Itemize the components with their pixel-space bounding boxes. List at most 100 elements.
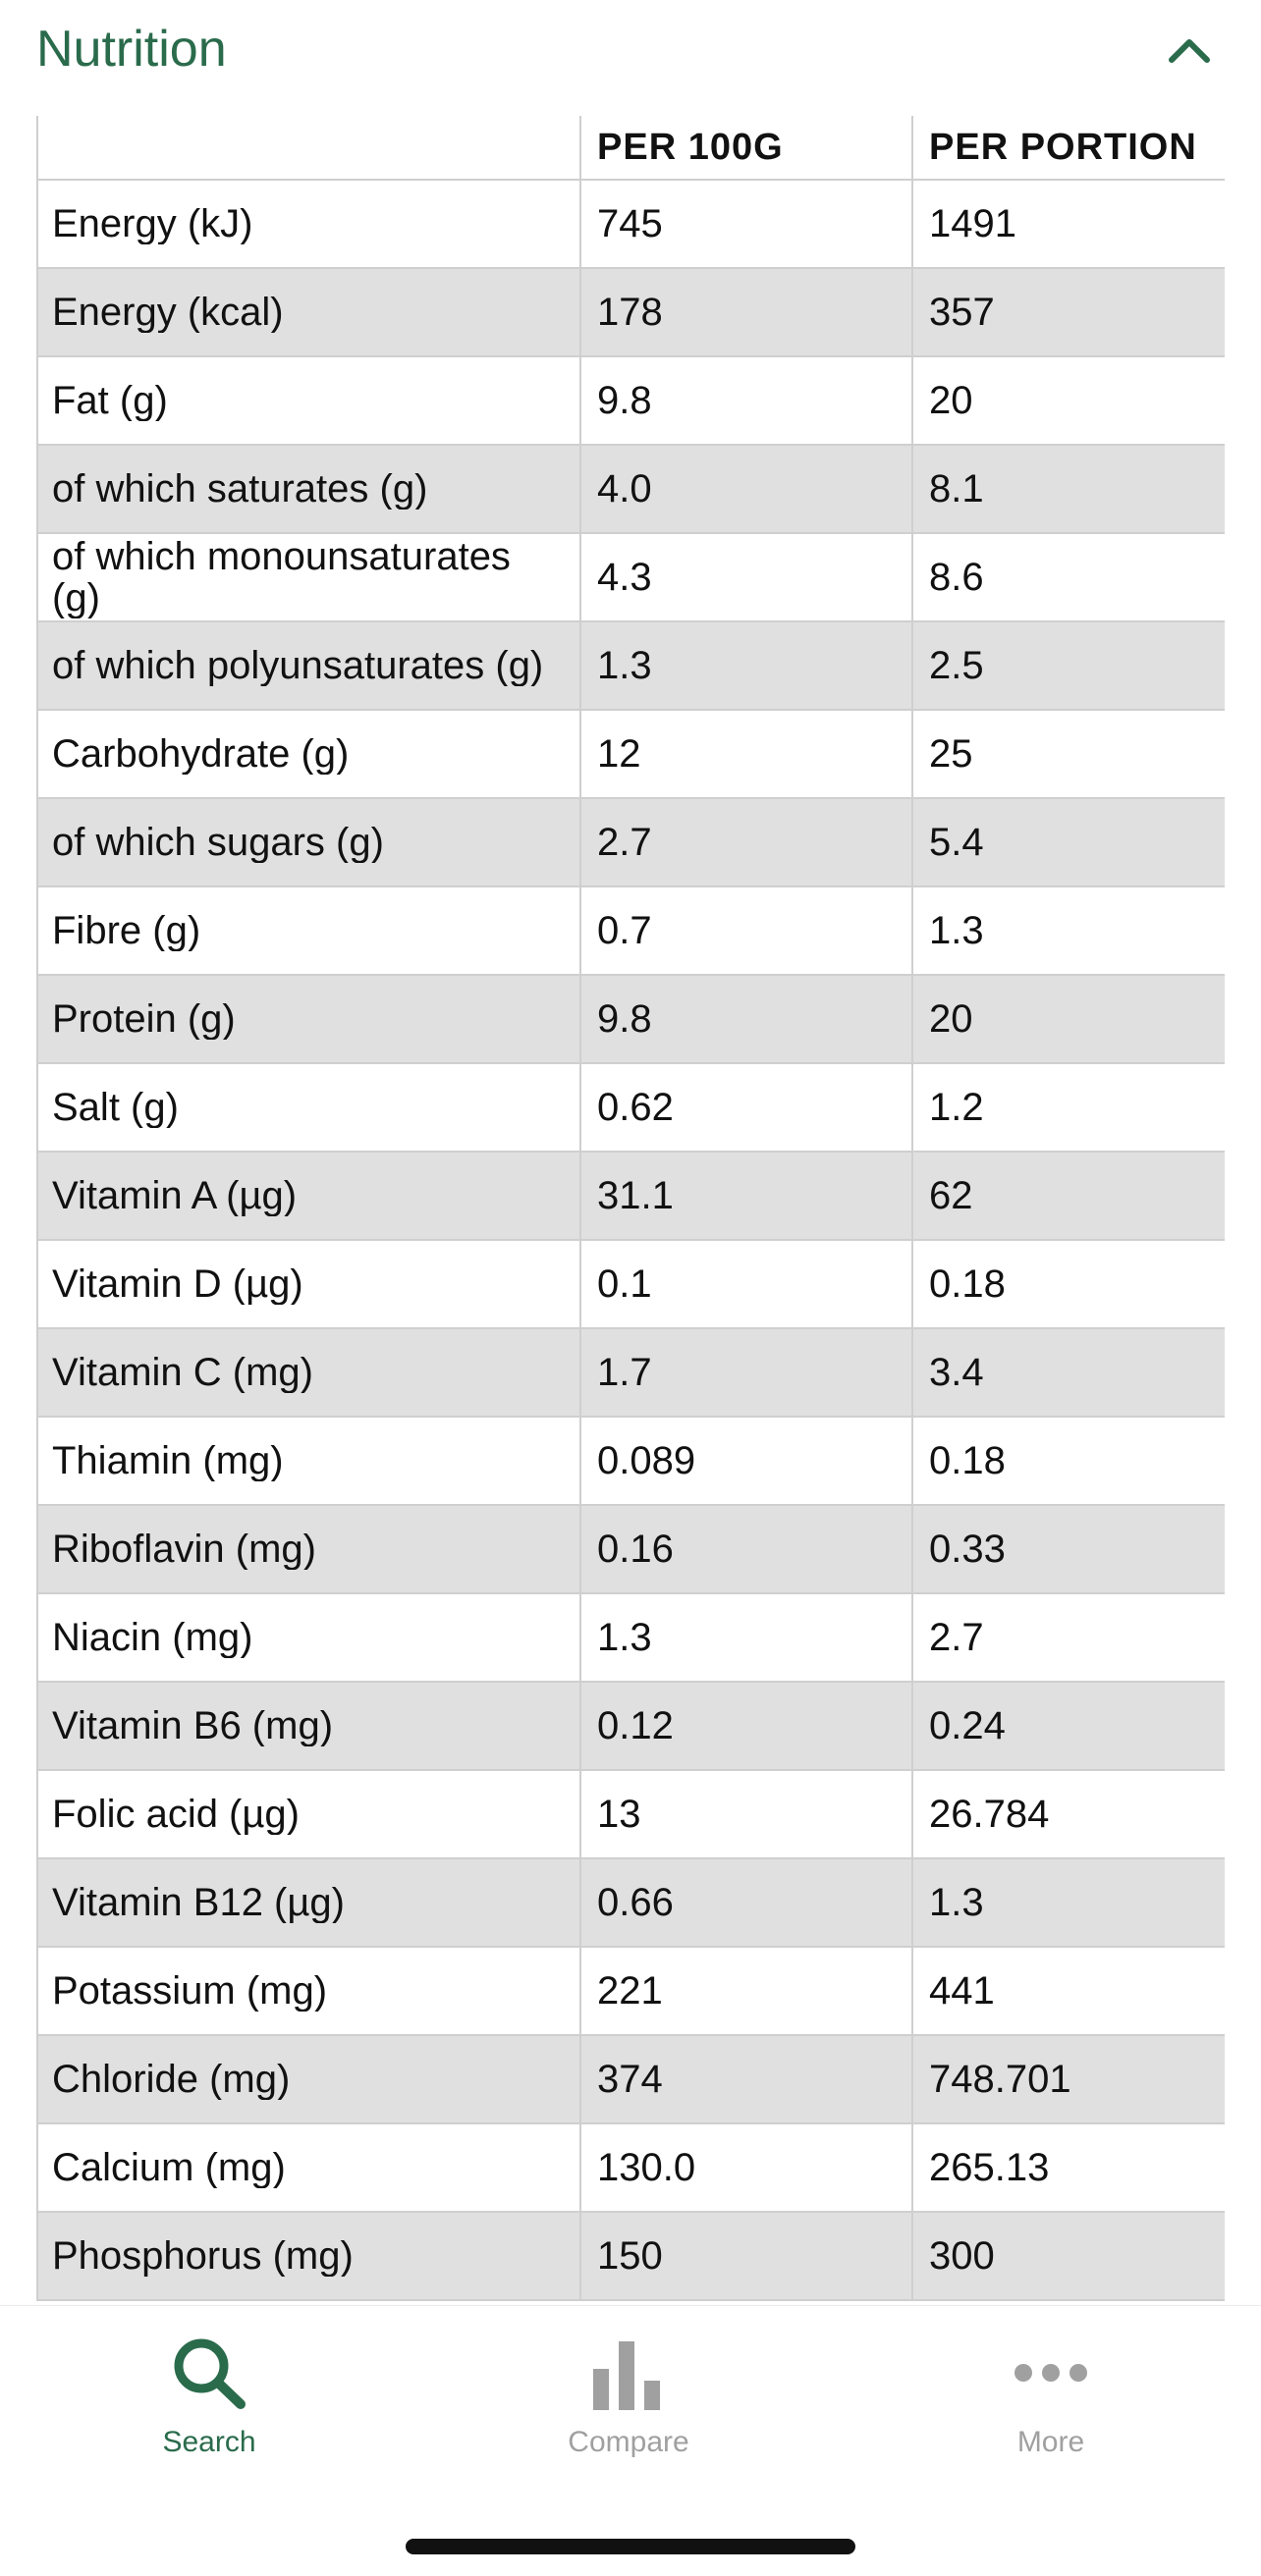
nutrient-name-cell-text: Salt (g) — [52, 1087, 179, 1128]
per-100g-cell-text: 0.089 — [597, 1440, 696, 1481]
per-100g-cell-text: 1.3 — [597, 645, 652, 686]
per-portion-cell: 0.18 — [911, 1240, 1225, 1329]
nutrient-name-cell: Vitamin C (mg) — [36, 1328, 580, 1418]
tab-search[interactable]: Search — [82, 2334, 337, 2471]
per-100g-cell: 221 — [579, 1947, 912, 2036]
per-portion-cell: 20 — [911, 975, 1225, 1064]
per-portion-cell: 265.13 — [911, 2123, 1225, 2213]
per-portion-cell-text: 0.24 — [929, 1705, 1006, 1746]
per-100g-cell-text: 4.3 — [597, 557, 652, 598]
nutrient-name-cell: Folic acid (µg) — [36, 1770, 580, 1859]
tab-compare[interactable]: Compare — [501, 2334, 756, 2471]
per-portion-cell-text: 265.13 — [929, 2147, 1050, 2188]
table-row: Fat (g) 9.8 20 — [36, 356, 1225, 446]
nutrition-section-header[interactable]: Nutrition — [0, 0, 1261, 108]
per-portion-cell: 5.4 — [911, 798, 1225, 887]
per-portion-cell-text: 20 — [929, 380, 973, 421]
nutrient-name-cell: Vitamin D (µg) — [36, 1240, 580, 1329]
table-row: Vitamin C (mg) 1.7 3.4 — [36, 1328, 1225, 1418]
header-nutrient — [36, 116, 580, 181]
table-row: Carbohydrate (g) 12 25 — [36, 710, 1225, 799]
nutrient-name-cell: Protein (g) — [36, 975, 580, 1064]
per-portion-cell: 2.5 — [911, 621, 1225, 711]
per-100g-cell-text: 178 — [597, 292, 663, 333]
per-100g-cell-text: 374 — [597, 2059, 663, 2100]
per-100g-cell: 374 — [579, 2035, 912, 2124]
per-portion-cell-text: 5.4 — [929, 822, 984, 863]
per-100g-cell: 1.3 — [579, 1593, 912, 1683]
per-100g-cell-text: 9.8 — [597, 380, 652, 421]
table-row: Potassium (mg) 221 441 — [36, 1947, 1225, 2036]
per-100g-cell-text: 1.7 — [597, 1352, 652, 1393]
nutrient-name-cell-text: Thiamin (mg) — [52, 1440, 284, 1481]
nutrient-name-cell: Fat (g) — [36, 356, 580, 446]
table-header-row: PER 100G PER PORTION — [36, 116, 1225, 181]
per-100g-cell: 1.3 — [579, 621, 912, 711]
nutrient-name-cell: Salt (g) — [36, 1063, 580, 1153]
per-portion-cell: 62 — [911, 1152, 1225, 1241]
table-row: Calcium (mg) 130.0 265.13 — [36, 2123, 1225, 2213]
nutrient-name-cell-text: Protein (g) — [52, 998, 236, 1040]
per-portion-cell-text: 26.784 — [929, 1794, 1050, 1835]
nutrient-name-cell-text: Phosphorus (mg) — [52, 2235, 354, 2277]
nutrition-table-container[interactable]: PER 100G PER PORTION Energy (kJ) 745 1491 E… — [36, 116, 1225, 2305]
table-row: Energy (kJ) 745 1491 — [36, 180, 1225, 269]
per-100g-cell: 0.66 — [579, 1858, 912, 1948]
per-portion-cell: 300 — [911, 2212, 1225, 2301]
nutrient-name-cell: Niacin (mg) — [36, 1593, 580, 1683]
per-portion-cell: 0.24 — [911, 1682, 1225, 1771]
nutrient-name-cell-text: of which monounsaturates (g) — [52, 536, 511, 618]
table-row: of which saturates (g) 4.0 8.1 — [36, 445, 1225, 534]
nutrient-name-cell-text: of which saturates (g) — [52, 468, 428, 510]
per-portion-cell: 1.2 — [911, 1063, 1225, 1153]
per-100g-cell-text: 150 — [597, 2235, 663, 2277]
nutrient-name-cell-text: Riboflavin (mg) — [52, 1529, 316, 1570]
per-100g-cell: 2.7 — [579, 798, 912, 887]
home-indicator[interactable] — [406, 2539, 855, 2554]
per-portion-cell-text: 1.3 — [929, 1882, 984, 1923]
per-portion-cell-text: 3.4 — [929, 1352, 984, 1393]
per-portion-cell-text: 0.18 — [929, 1263, 1006, 1305]
nutrient-name-cell: Carbohydrate (g) — [36, 710, 580, 799]
per-portion-cell-text: 1.2 — [929, 1087, 984, 1128]
per-100g-cell-text: 4.0 — [597, 468, 652, 510]
collapse-button[interactable] — [1155, 20, 1224, 79]
per-100g-cell: 9.8 — [579, 975, 912, 1064]
nutrient-name-cell: of which polyunsaturates (g) — [36, 621, 580, 711]
nutrition-table: PER 100G PER PORTION Energy (kJ) 745 1491 E… — [36, 116, 1225, 2301]
tab-more[interactable]: More — [923, 2334, 1179, 2471]
per-100g-cell-text: 31.1 — [597, 1175, 674, 1216]
per-100g-cell-text: 13 — [597, 1794, 641, 1835]
table-row: Folic acid (µg) 13 26.784 — [36, 1770, 1225, 1859]
nutrient-name-cell-text: Vitamin B12 (µg) — [52, 1882, 345, 1923]
per-portion-cell-text: 25 — [929, 733, 973, 775]
table-row: of which monounsaturates (g) 4.3 8.6 — [36, 533, 1225, 622]
nutrient-name-cell: Thiamin (mg) — [36, 1417, 580, 1506]
per-100g-cell: 0.1 — [579, 1240, 912, 1329]
nutrient-name-cell: Vitamin A (µg) — [36, 1152, 580, 1241]
search-icon — [165, 2334, 253, 2412]
per-100g-cell: 1.7 — [579, 1328, 912, 1418]
per-portion-cell-text: 0.33 — [929, 1529, 1006, 1570]
per-portion-cell-text: 357 — [929, 292, 995, 333]
per-portion-cell: 8.1 — [911, 445, 1225, 534]
nutrient-name-cell: of which saturates (g) — [36, 445, 580, 534]
per-portion-cell-text: 1.3 — [929, 910, 984, 951]
table-row: Phosphorus (mg) 150 300 — [36, 2212, 1225, 2301]
per-portion-cell-text: 8.1 — [929, 468, 984, 510]
tab-more-label: More — [1016, 2426, 1085, 2458]
nutrient-name-cell: Calcium (mg) — [36, 2123, 580, 2213]
per-100g-cell: 745 — [579, 180, 912, 269]
nutrient-name-cell-text: Potassium (mg) — [52, 1970, 328, 2012]
per-portion-cell: 25 — [911, 710, 1225, 799]
nutrient-name-cell: Vitamin B12 (µg) — [36, 1858, 580, 1948]
table-row: Vitamin A (µg) 31.1 62 — [36, 1152, 1225, 1241]
per-100g-cell-text: 0.1 — [597, 1263, 652, 1305]
nutrient-name-cell: Riboflavin (mg) — [36, 1505, 580, 1594]
per-100g-cell: 0.7 — [579, 886, 912, 976]
per-100g-cell: 0.16 — [579, 1505, 912, 1594]
nutrient-name-cell-text: Carbohydrate (g) — [52, 733, 350, 775]
per-portion-cell-text: 1491 — [929, 203, 1016, 244]
per-portion-cell-text: 0.18 — [929, 1440, 1006, 1481]
table-row: of which sugars (g) 2.7 5.4 — [36, 798, 1225, 887]
